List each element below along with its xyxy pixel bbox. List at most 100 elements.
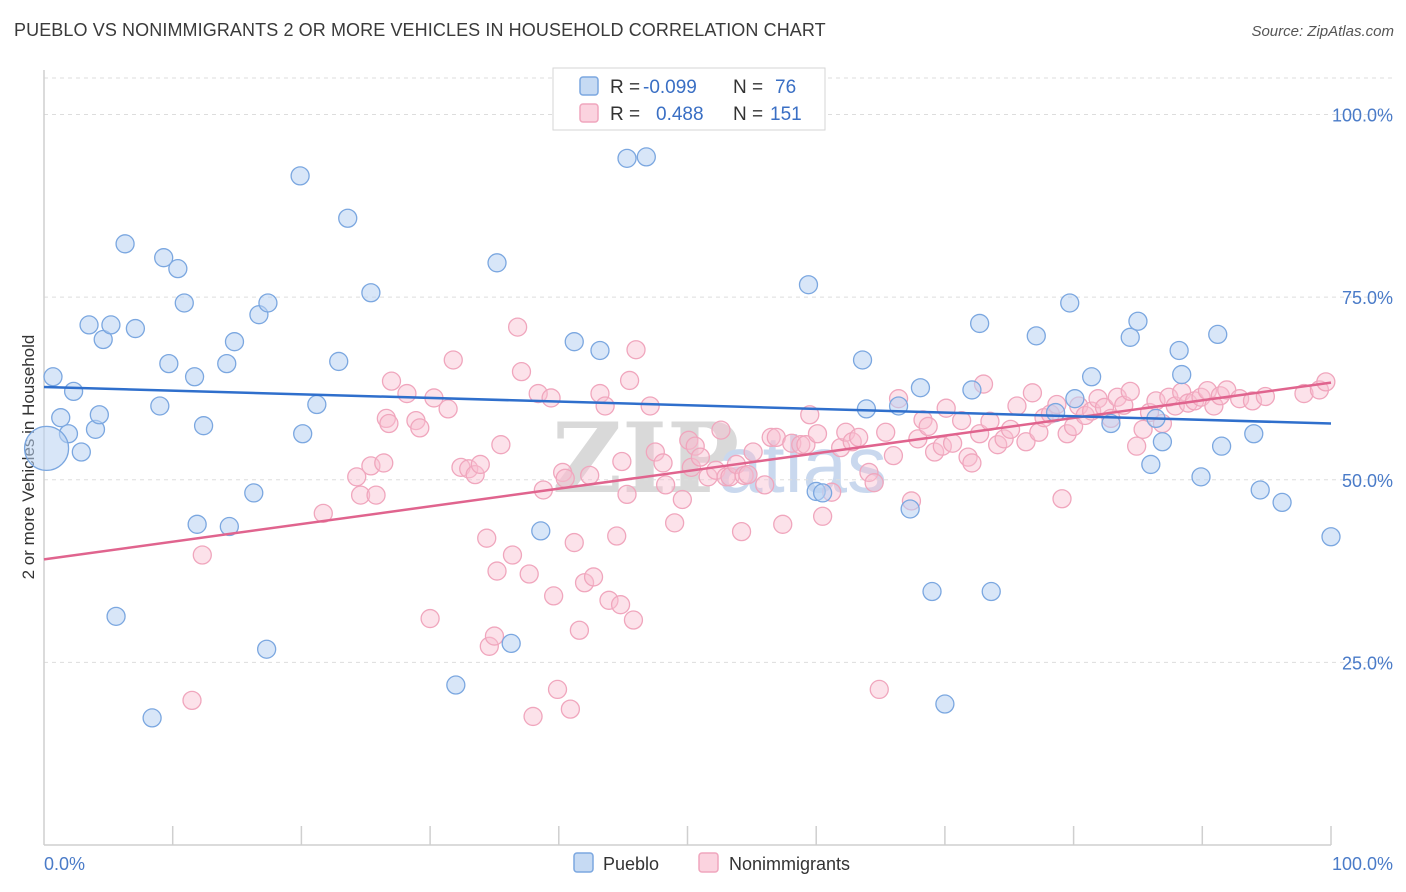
nonimmigrants-point bbox=[619, 370, 640, 391]
y-tick-labels: 25.0% 50.0% 75.0% 100.0% bbox=[1332, 106, 1393, 674]
source-label: Source: ZipAtlas.com bbox=[1251, 23, 1394, 40]
nonimmigrants-point bbox=[942, 433, 963, 453]
pueblo-point bbox=[501, 633, 521, 654]
nonimmigrants-point bbox=[743, 442, 763, 462]
pueblo-point bbox=[1060, 293, 1080, 313]
nonimmigrants-point bbox=[612, 451, 632, 472]
nonimmigrants-point bbox=[1007, 396, 1027, 416]
pueblo-point bbox=[184, 367, 205, 387]
nonimmigrants-point bbox=[547, 679, 568, 700]
nonimmigrants-point bbox=[653, 453, 673, 473]
chart-title: PUEBLO VS NONIMMIGRANTS 2 OR MORE VEHICL… bbox=[14, 20, 826, 40]
legend-r-label-pueblo: R = bbox=[610, 77, 640, 98]
nonimmigrants-point bbox=[738, 464, 758, 485]
nonimmigrants-point bbox=[410, 418, 430, 438]
nonimmigrants-point bbox=[876, 422, 896, 442]
pueblo-point bbox=[1321, 527, 1341, 547]
nonimmigrants-point bbox=[864, 473, 884, 493]
pueblo-point bbox=[168, 259, 188, 279]
nonimmigrants-point bbox=[560, 699, 581, 719]
bottom-legend-swatch-pueblo bbox=[573, 852, 594, 873]
pueblo-point bbox=[338, 208, 358, 228]
pueblo-point bbox=[1081, 367, 1102, 387]
nonimmigrants-point bbox=[507, 317, 528, 337]
pueblo-point bbox=[798, 275, 819, 295]
nonimmigrants-point bbox=[711, 420, 731, 440]
pueblo-point bbox=[174, 293, 194, 313]
nonimmigrants-point bbox=[849, 427, 869, 448]
nonimmigrants-point bbox=[491, 435, 511, 455]
nonimmigrants-point bbox=[1120, 381, 1140, 402]
nonimmigrants-point bbox=[1052, 489, 1072, 509]
pueblo-point bbox=[1272, 492, 1292, 513]
pueblo-point bbox=[154, 248, 174, 268]
nonimmigrants-point bbox=[859, 462, 879, 483]
nonimmigrants-point bbox=[791, 435, 811, 455]
nonimmigrants-point bbox=[379, 413, 399, 434]
pueblo-point bbox=[217, 353, 237, 374]
bottom-legend-swatch-nonimmigrants bbox=[698, 852, 719, 873]
pueblo-point bbox=[1128, 311, 1148, 331]
pueblo-point bbox=[1172, 364, 1192, 385]
pueblo-point bbox=[1169, 340, 1189, 361]
pueblo-point bbox=[969, 313, 990, 334]
pueblo-point bbox=[1065, 389, 1085, 409]
nonimmigrants-point bbox=[1294, 383, 1314, 404]
nonimmigrants-point bbox=[918, 416, 938, 437]
legend-r-label-nonimmigrants: R = bbox=[610, 104, 640, 125]
pueblo-point bbox=[962, 380, 982, 400]
y-tick-label: 25.0% bbox=[1342, 653, 1393, 673]
pueblo-point bbox=[1152, 432, 1173, 452]
series-legend: Pueblo Nonimmigrants bbox=[573, 852, 850, 874]
nonimmigrants-point bbox=[479, 636, 499, 656]
nonimmigrants-point bbox=[610, 595, 631, 615]
bottom-legend-label-pueblo: Pueblo bbox=[603, 854, 659, 874]
nonimmigrants-point bbox=[599, 590, 619, 610]
pueblo-point bbox=[1244, 424, 1264, 444]
nonimmigrants-point bbox=[374, 453, 394, 473]
nonimmigrants-point bbox=[626, 340, 646, 360]
pueblo-point bbox=[935, 694, 955, 714]
legend-swatch-pueblo bbox=[579, 76, 599, 96]
pueblo-point bbox=[1250, 480, 1270, 500]
nonimmigrants-point bbox=[812, 506, 833, 526]
nonimmigrants-point bbox=[580, 465, 600, 486]
nonimmigrants-points bbox=[182, 317, 1336, 727]
nonimmigrants-point bbox=[511, 362, 532, 382]
pueblo-point bbox=[224, 332, 245, 352]
nonimmigrants-trend-line bbox=[43, 381, 1332, 561]
nonimmigrants-point bbox=[1133, 419, 1153, 440]
nonimmigrants-point bbox=[664, 513, 685, 533]
pueblo-point bbox=[446, 675, 466, 695]
y-tick-label: 100.0% bbox=[1332, 106, 1393, 126]
pueblo-point bbox=[159, 353, 179, 374]
nonimmigrants-point bbox=[773, 514, 793, 534]
pueblo-point bbox=[307, 394, 327, 415]
nonimmigrants-point bbox=[182, 690, 202, 711]
correlation-legend: R = -0.099 N = 76 R = 0.488 N = 151 bbox=[552, 67, 826, 131]
nonimmigrants-point bbox=[1016, 432, 1036, 452]
pueblo-point bbox=[142, 708, 162, 728]
nonimmigrants-point bbox=[443, 350, 463, 370]
nonimmigrants-point bbox=[544, 586, 564, 606]
trend-lines bbox=[43, 381, 1332, 561]
nonimmigrants-point bbox=[519, 564, 539, 584]
pueblo-point bbox=[43, 367, 63, 387]
pueblo-point bbox=[290, 166, 310, 186]
pueblo-point bbox=[1208, 324, 1228, 345]
nonimmigrants-point bbox=[1000, 419, 1021, 440]
pueblo-point bbox=[51, 408, 71, 428]
pueblo-point bbox=[1026, 326, 1046, 346]
pueblo-point bbox=[636, 147, 656, 167]
pueblo-point bbox=[79, 315, 99, 335]
nonimmigrants-point bbox=[523, 706, 543, 727]
pueblo-point bbox=[487, 253, 507, 273]
pueblo-point bbox=[187, 514, 207, 534]
nonimmigrants-point bbox=[477, 528, 497, 548]
pueblo-point bbox=[219, 516, 239, 537]
nonimmigrants-point bbox=[438, 399, 458, 419]
nonimmigrants-point bbox=[1316, 372, 1336, 392]
legend-swatch-nonimmigrants bbox=[579, 103, 599, 123]
nonimmigrants-point bbox=[1057, 424, 1077, 444]
